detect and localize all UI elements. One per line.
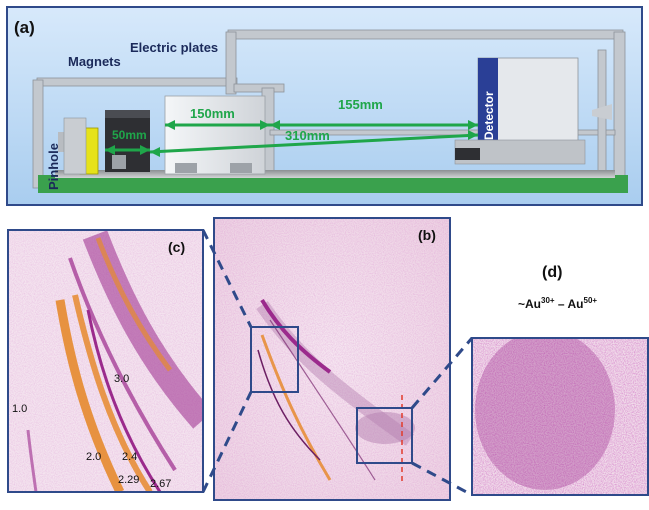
panel-b: (b) [213,217,451,501]
label-pinhole: Pinhole [46,143,61,190]
panel-d-frame [471,337,649,496]
trace-label-5: 2.29 [118,474,139,486]
panel-d: (d) ~Au30+ – Au50+ [471,264,649,496]
connector-lines [201,229,474,497]
arrowheads [105,120,478,157]
guide-rail [55,170,615,178]
electric-plates-box [164,95,266,175]
trace-label-3: 2.0 [86,451,101,463]
label-magnets: Magnets [68,54,121,69]
trace-label-1: 1.0 [12,403,27,415]
blob-region [355,412,415,444]
ion-cloud [475,338,615,490]
trace-c-3 [86,309,162,492]
trace-label-2: 3.0 [114,373,129,385]
trace-label-4: 2.4 [122,451,137,463]
trace-orange [260,334,332,481]
magnets-block [105,110,150,172]
panel-c: (c) 1.0 3.0 2.0 2.4 2.29 2.67 [7,229,204,493]
panel-d-label: (d) [542,264,562,281]
panel-b-label: (b) [418,227,436,243]
panel-b-frame [213,217,451,501]
trace-faint [269,319,376,481]
trace-label-6: 2.67 [150,478,171,490]
panel-a-label: (a) [14,18,35,37]
zoom-box-d [356,407,413,464]
dim-310mm: 310mm [285,128,330,143]
trace-c-2 [72,294,153,492]
detector-unit [454,57,612,165]
base-rail [38,175,628,193]
trace-c-core [95,237,173,372]
panel-a: (a) Magnets Electric plates Pinhole Dete… [6,6,643,206]
dim-155mm: 155mm [338,97,383,112]
trace-dark [257,349,321,461]
dim-50mm: 50mm [112,128,147,142]
zoom-box-c [250,326,299,393]
ion-range-label: ~Au30+ – Au50+ [518,296,597,311]
label-electric-plates: Electric plates [130,40,218,55]
label-detector: Detector [482,91,496,140]
dim-150mm: 150mm [190,106,235,121]
panel-c-label: (c) [168,239,185,255]
panel-c-frame [7,229,204,493]
trace-c-4 [68,257,177,472]
trace-c-1 [55,299,125,492]
dimension-arrows [105,123,479,154]
trace-c-5 [26,429,38,492]
trace-bright [260,298,332,374]
pinhole-mount [58,117,99,175]
